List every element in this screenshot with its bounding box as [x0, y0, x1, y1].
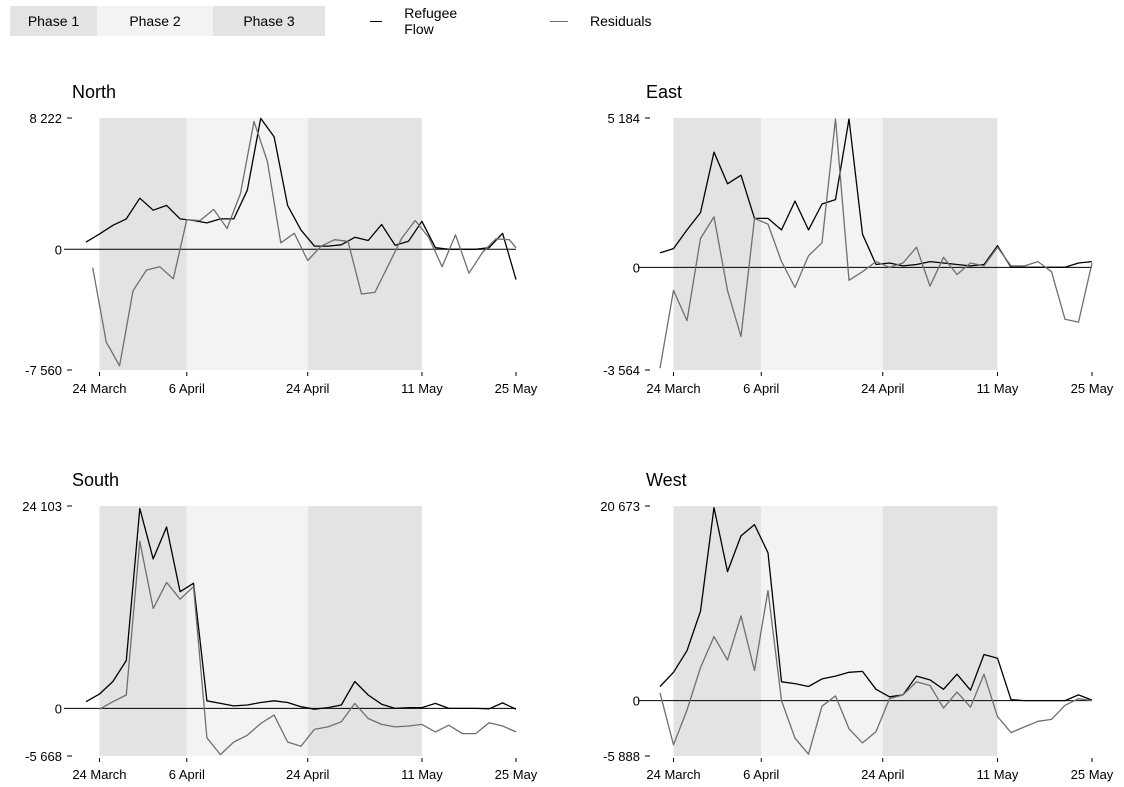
y-tick-label: 0: [55, 242, 62, 257]
chart-panel-2: South 24 103 0 -5 668 24 March 6 April 24 Apri…: [22, 470, 538, 782]
series-line-residuals: [99, 540, 517, 756]
legend-phase-2: Phase 2: [97, 6, 213, 36]
x-tick-label: 11 May: [401, 767, 443, 782]
x-tick-label: 6 April: [743, 381, 779, 396]
series-line-residuals: [659, 118, 1093, 369]
phase-band-2: [761, 506, 883, 756]
phase-band-1: [673, 118, 762, 370]
legend-phase-3: Phase 3: [213, 6, 325, 36]
series-line-refugee-flow: [659, 118, 1093, 268]
y-tick-label: 24 103: [22, 499, 62, 514]
residuals-swatch-icon: [550, 20, 568, 22]
y-tick-label: 0: [633, 260, 640, 275]
series-line-refugee-flow: [85, 507, 517, 710]
legend-residuals-label: Residuals: [590, 13, 652, 29]
chart-panel-1: East 5 184 0 -3 564 24 March 6 April 24 April 1…: [603, 82, 1114, 396]
legend-refugee-flow: Refugee Flow: [370, 5, 463, 37]
x-tick-label: 6 April: [169, 381, 205, 396]
legend-phase-2-label: Phase 2: [129, 13, 181, 29]
phase-band-1: [673, 506, 762, 756]
y-tick-label: 0: [633, 694, 640, 709]
x-tick-label: 25 May: [495, 767, 538, 782]
series-line-refugee-flow: [659, 506, 1093, 702]
x-tick-label: 25 May: [1071, 381, 1114, 396]
legend-phase-1-label: Phase 1: [27, 13, 80, 29]
series-line-refugee-flow: [85, 117, 517, 280]
chart-title: West: [646, 470, 687, 490]
y-tick-label: -5 668: [25, 749, 62, 764]
refugee-flow-swatch-icon: [370, 20, 383, 22]
x-tick-label: 11 May: [401, 381, 443, 396]
phase-band-3: [882, 506, 998, 756]
legend-phase-3-label: Phase 3: [243, 13, 295, 29]
y-tick-label: -5 888: [603, 749, 640, 764]
x-tick-label: 24 April: [286, 767, 329, 782]
x-tick-label: 24 April: [861, 381, 904, 396]
x-tick-label: 11 May: [977, 381, 1019, 396]
y-tick-label: 8 222: [29, 111, 62, 126]
x-tick-label: 24 April: [861, 767, 904, 782]
legend-residuals: Residuals: [550, 6, 651, 36]
phase-band-1: [99, 506, 187, 756]
x-tick-label: 24 March: [646, 381, 700, 396]
y-tick-label: 5 184: [607, 111, 640, 126]
x-tick-label: 6 April: [169, 767, 205, 782]
x-tick-label: 24 March: [72, 381, 126, 396]
x-tick-label: 25 May: [1071, 767, 1114, 782]
phase-band-3: [307, 506, 422, 756]
y-tick-label: -3 564: [603, 363, 640, 378]
y-tick-label: 0: [55, 701, 62, 716]
y-tick-label: 20 673: [600, 499, 640, 514]
x-tick-label: 25 May: [495, 381, 538, 396]
x-tick-label: 11 May: [977, 767, 1019, 782]
series-line-residuals: [659, 589, 1093, 755]
x-tick-label: 24 March: [72, 767, 126, 782]
phase-band-1: [99, 118, 187, 370]
legend-refugee-flow-label: Refugee Flow: [404, 5, 458, 37]
chart-title: East: [646, 82, 682, 102]
chart-panel-3: West 20 673 0 -5 888 24 March 6 April 24 April…: [600, 470, 1114, 782]
chart-panel-0: North 8 222 0 -7 560 24 March 6 April 24 April…: [25, 82, 538, 396]
x-tick-label: 6 April: [743, 767, 779, 782]
legend-phase-1: Phase 1: [10, 6, 97, 36]
chart-title: South: [72, 470, 119, 490]
y-tick-label: -7 560: [25, 363, 62, 378]
phase-band-2: [186, 506, 308, 756]
x-tick-label: 24 April: [286, 381, 329, 396]
series-line-residuals: [92, 120, 517, 367]
chart-title: North: [72, 82, 116, 102]
phase-band-3: [882, 118, 998, 370]
x-tick-label: 24 March: [646, 767, 700, 782]
phase-band-2: [761, 118, 883, 370]
